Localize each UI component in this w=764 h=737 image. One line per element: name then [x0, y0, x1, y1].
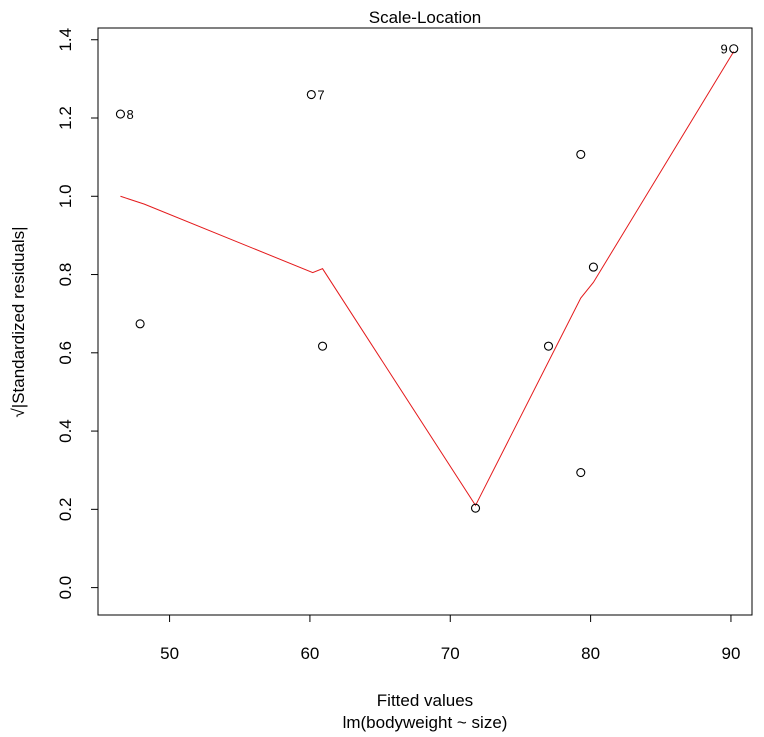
x-tick-label: 80 — [581, 644, 600, 663]
data-point — [317, 341, 328, 351]
y-tick-label: 0.2 — [56, 498, 75, 522]
chart-title: Scale-Location — [369, 8, 481, 27]
data-points: 8 7 9 — [115, 42, 739, 513]
data-point — [135, 319, 145, 329]
data-point — [729, 44, 739, 54]
point-label: 7 — [317, 88, 324, 103]
y-tick-label: 0.8 — [56, 263, 75, 287]
x-tick-label: 90 — [721, 644, 740, 663]
plot-frame — [97, 27, 753, 616]
data-point — [576, 149, 586, 159]
y-tick-label: 0.6 — [56, 341, 75, 365]
smooth-line — [120, 51, 735, 507]
point-label: 8 — [126, 107, 133, 122]
y-axis: 0.0 0.2 0.4 0.6 0.8 1.0 1.2 1.4 — [56, 28, 99, 600]
y-tick-label: 1.0 — [56, 184, 75, 208]
data-point — [576, 468, 586, 478]
data-point — [115, 109, 126, 119]
y-tick-label: 1.4 — [56, 28, 75, 52]
data-point — [543, 341, 554, 351]
x-axis-label: Fitted values — [377, 691, 473, 710]
data-point — [588, 262, 598, 272]
y-tick-label: 1.2 — [56, 106, 75, 130]
point-label: 9 — [721, 42, 728, 57]
x-tick-label: 50 — [160, 644, 179, 663]
x-tick-label: 70 — [441, 644, 460, 663]
data-point — [470, 503, 481, 513]
y-tick-label: 0.0 — [56, 576, 75, 600]
data-point — [306, 89, 316, 100]
chart-subtitle: lm(bodyweight ~ size) — [343, 713, 508, 732]
y-axis-label: √|Standardized residuals| — [9, 226, 28, 417]
x-tick-label: 60 — [300, 644, 319, 663]
y-tick-label: 0.4 — [56, 419, 75, 443]
x-axis: 50 60 70 80 90 — [160, 614, 740, 663]
